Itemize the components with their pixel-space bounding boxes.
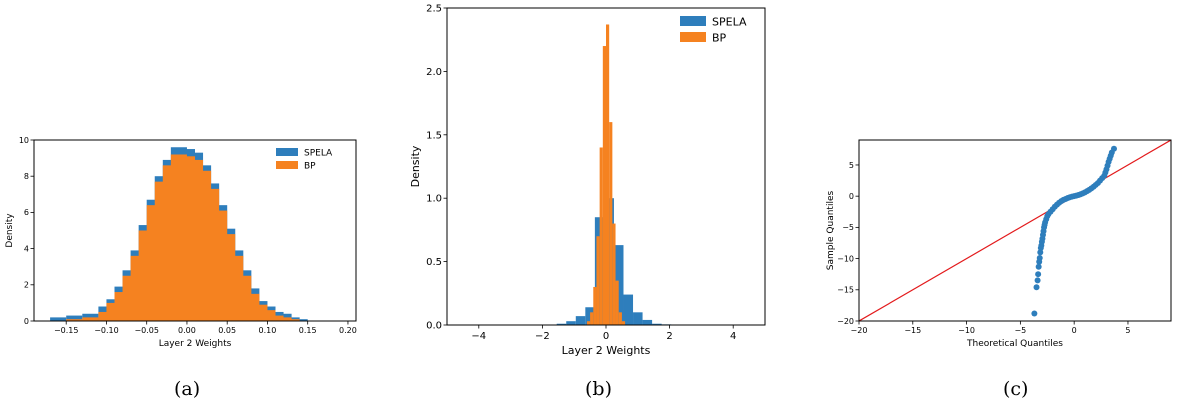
x-tick-label-a-1: −0.10: [94, 326, 119, 335]
x-tick-label-a-0: −0.15: [54, 326, 79, 335]
x-tick-label-a-3: 0.00: [178, 326, 196, 335]
x-tick-label-c-3: −5: [1014, 326, 1026, 335]
y-axis-label-b: Density: [409, 145, 422, 187]
panel-c-qq-plot: −20 −15 −10 −5 0 5 −20 −15 −10 −5 0 5 Theoretical Qu…: [826, 139, 1172, 349]
x-axis-label-b: Layer 2 Weights: [562, 344, 651, 357]
y-tick-label-a-5: 10: [19, 136, 29, 145]
y-tick-label-c-0: −20: [837, 317, 854, 326]
y-tick-label-c-4: 0: [849, 192, 854, 201]
caption-b: (b): [585, 378, 612, 400]
x-tick-label-b-0: −4: [471, 331, 486, 342]
y-axis-label-c: Sample Quantiles: [826, 191, 836, 271]
y-tick-label-a-3: 6: [24, 208, 29, 217]
qq-point-3: [1035, 271, 1042, 278]
bar-b-bp-6: [606, 24, 610, 325]
bar-b-bp-5: [602, 46, 606, 325]
axes-frame-c: [858, 139, 1172, 322]
bar-b-bp-2: [593, 286, 597, 325]
x-tick-label-a-6: 0.15: [299, 326, 317, 335]
y-tick-label-b-3: 1.5: [426, 130, 442, 141]
y-tick-label-a-2: 4: [24, 244, 29, 253]
panel-b-histogram: SPELA BP −4 −2 0 2 4 0.0 0.5 1.0 1.5 2.0 2.5 Layer 2 …: [409, 4, 766, 357]
bar-a-spela-27: [291, 319, 308, 321]
bar-b-bp-9: [615, 280, 619, 325]
legend-swatch-b-1: [680, 32, 706, 42]
y-tick-label-c-5: 5: [849, 161, 854, 170]
y-tick-label-a-4: 8: [24, 172, 29, 181]
bar-b-spela-7: [623, 294, 634, 325]
bar-a-bp-26: [283, 319, 300, 321]
bar-b-bp-0: [586, 321, 591, 325]
y-axis-label-a: Density: [5, 213, 15, 248]
bar-b-bp-8: [612, 223, 616, 325]
qq-reference-line: [859, 140, 1171, 321]
qq-point-7: [1037, 249, 1044, 256]
bar-b-bp-3: [596, 236, 600, 325]
x-tick-label-b-1: −2: [535, 331, 550, 342]
caption-c: (c): [1003, 378, 1029, 400]
x-tick-label-c-5: 5: [1125, 326, 1130, 335]
x-tick-label-b-3: 2: [666, 331, 672, 342]
x-tick-label-a-4: 0.05: [218, 326, 236, 335]
x-tick-label-a-5: 0.10: [259, 326, 277, 335]
bar-b-spela-0: [556, 323, 567, 325]
y-tick-label-a-1: 2: [24, 281, 29, 290]
bar-b-bp-11: [621, 321, 626, 325]
y-tick-label-b-5: 2.5: [426, 4, 442, 15]
bar-b-bp-1: [590, 312, 594, 325]
x-axis-label-c: Theoretical Quantiles: [966, 339, 1063, 349]
y-tick-label-b-2: 1.0: [426, 194, 442, 205]
y-tick-label-a-0: 0: [24, 317, 29, 326]
x-tick-label-c-1: −15: [904, 326, 921, 335]
qq-point-6: [1036, 254, 1043, 261]
bar-a-spela-1: [66, 315, 83, 321]
bar-a-bp-1: [66, 319, 83, 321]
x-tick-label-c-4: 0: [1072, 326, 1077, 335]
x-tick-label-b-2: 0: [603, 331, 609, 342]
y-tick-label-c-3: −5: [842, 223, 854, 232]
bar-b-spela-1: [566, 321, 576, 325]
qq-point-2: [1034, 277, 1041, 284]
bar-a-spela-0: [50, 317, 67, 321]
bar-b-bp-4: [599, 147, 603, 325]
bar-b-bp-7: [609, 122, 613, 326]
legend-label-a-1: BP: [304, 162, 316, 172]
legend-swatch-b-0: [680, 16, 706, 26]
x-tick-label-a-7: 0.20: [339, 326, 357, 335]
legend-swatch-a-1: [276, 161, 298, 169]
y-tick-label-b-0: 0.0: [426, 321, 442, 332]
legend-label-b-0: SPELA: [712, 16, 747, 29]
y-tick-label-b-1: 0.5: [426, 257, 442, 268]
legend-label-b-1: BP: [712, 32, 727, 45]
qq-point-53: [1110, 145, 1117, 152]
x-tick-label-c-2: −10: [958, 326, 975, 335]
qq-point-1: [1033, 284, 1040, 291]
axes-frame-a: [33, 139, 357, 322]
y-tick-label-c-2: −10: [837, 254, 854, 263]
x-axis-label-a: Layer 2 Weights: [159, 339, 232, 349]
bar-b-spela-9: [642, 319, 653, 325]
legend-swatch-a-0: [276, 148, 298, 156]
y-tick-label-b-4: 2.0: [426, 67, 442, 78]
panel-a-histogram: SPELA BP −0.15 −0.10 −0.05 0.00 0.05 0.10 0.15 0.…: [5, 136, 357, 349]
x-tick-label-c-0: −20: [851, 326, 868, 335]
bar-b-bp-10: [618, 312, 622, 325]
x-tick-label-a-2: −0.05: [134, 326, 159, 335]
bar-b-spela-10: [652, 323, 662, 325]
bar-b-spela-2: [575, 316, 586, 325]
y-tick-label-c-1: −15: [837, 286, 854, 295]
bar-a-bp-2: [82, 317, 99, 321]
bar-b-spela-8: [633, 312, 643, 325]
caption-a: (a): [174, 378, 201, 400]
x-tick-label-b-4: 4: [730, 331, 736, 342]
legend-label-a-0: SPELA: [304, 149, 333, 159]
qq-point-4: [1035, 263, 1042, 270]
qq-point-0: [1031, 310, 1038, 317]
